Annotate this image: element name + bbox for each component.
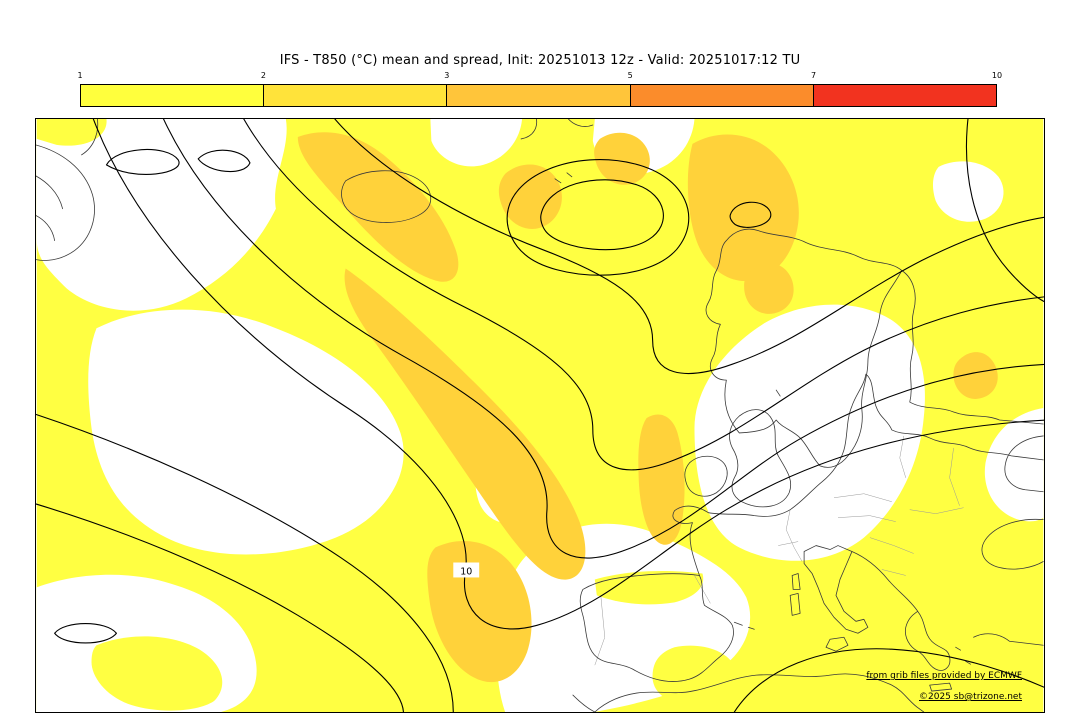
contour-label-value: 10: [460, 566, 472, 577]
colorbar-tick: 3: [444, 71, 450, 80]
colorbar-bar: [80, 84, 997, 107]
colorbar-tick: 7: [811, 71, 817, 80]
colorbar-segment: [812, 85, 997, 106]
contour-label-mask: [453, 562, 480, 578]
spread-1-2-patches: [36, 119, 736, 711]
colorbar-segment: [629, 85, 813, 106]
colorbar-tick: 10: [991, 71, 1003, 80]
chart-title: IFS - T850 (°C) mean and spread, Init: 2…: [279, 53, 801, 68]
country-borders: [594, 435, 964, 666]
colorbar: 1 2 3 5 7 10: [77, 69, 1002, 107]
spread-low-regions: [36, 119, 1044, 712]
colorbar-tick: 2: [260, 71, 266, 80]
colorbar-segment: [263, 85, 447, 106]
contour-label: 10: [453, 562, 480, 578]
weather-map-canvas: 10: [36, 119, 1044, 712]
colorbar-segment: [81, 85, 264, 106]
credit-copyright-link[interactable]: ©2025 sb@trizone.net: [919, 692, 1022, 702]
map-panel: 10 from grib files provided by ECMWF ©20…: [35, 118, 1045, 713]
colorbar-ticks: 1 2 3 5 7 10: [77, 69, 1002, 84]
colorbar-tick: 1: [77, 71, 83, 80]
colorbar-segment: [446, 85, 630, 106]
spread-shading: [36, 119, 1044, 712]
colorbar-tick: 5: [627, 71, 633, 80]
credit-ecmwf: from grib files provided by ECMWF: [866, 671, 1022, 681]
mean-contours: [36, 119, 1044, 712]
